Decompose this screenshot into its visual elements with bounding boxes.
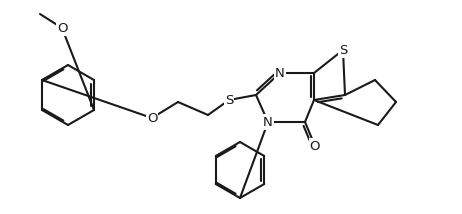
Text: N: N	[263, 116, 273, 128]
Text: S: S	[339, 43, 347, 56]
Text: O: O	[147, 111, 157, 125]
Text: O: O	[310, 140, 320, 153]
Text: N: N	[275, 67, 285, 79]
Text: S: S	[225, 94, 233, 107]
Text: O: O	[57, 21, 67, 34]
